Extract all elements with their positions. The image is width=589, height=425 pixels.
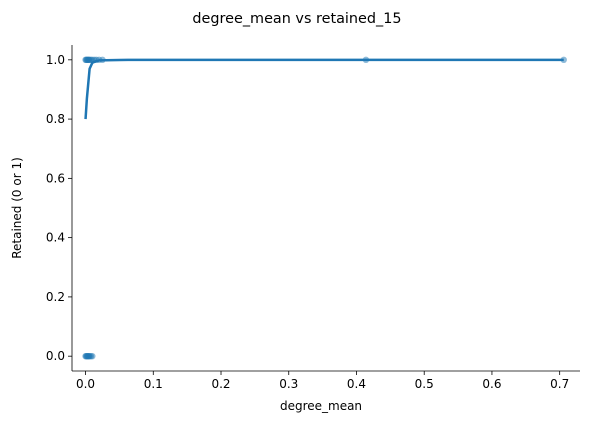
x-tick-label: 0.5 xyxy=(415,377,434,391)
x-tick-label: 0.7 xyxy=(550,377,569,391)
y-tick-label: 0.4 xyxy=(46,231,65,245)
x-tick-label: 0.0 xyxy=(76,377,95,391)
x-ticks: 0.0 0.1 0.2 0.3 0.4 0.5 0.6 0.7 xyxy=(76,371,569,391)
x-axis-label: degree_mean xyxy=(280,399,362,413)
data-marks xyxy=(82,56,567,360)
data-point xyxy=(560,56,567,64)
fit-line xyxy=(84,58,564,120)
y-axis-label: Retained (0 or 1) xyxy=(10,157,24,259)
x-tick-label: 0.1 xyxy=(144,377,163,391)
x-tick-label: 0.2 xyxy=(211,377,230,391)
x-tick-label: 0.4 xyxy=(347,377,366,391)
y-tick-label: 0.6 xyxy=(46,171,65,185)
x-tick-label: 0.3 xyxy=(279,377,298,391)
y-tick-label: 0.8 xyxy=(46,112,65,126)
y-tick-label: 1.0 xyxy=(46,53,65,67)
x-tick-label: 0.6 xyxy=(482,377,501,391)
y-tick-label: 0.0 xyxy=(46,349,65,363)
chart-title: degree_mean vs retained_15 xyxy=(192,11,401,27)
y-tick-label: 0.2 xyxy=(46,290,65,304)
plot-area xyxy=(82,56,567,360)
y-ticks: 0.0 0.2 0.4 0.6 0.8 1.0 xyxy=(46,53,72,363)
data-point xyxy=(89,352,96,360)
